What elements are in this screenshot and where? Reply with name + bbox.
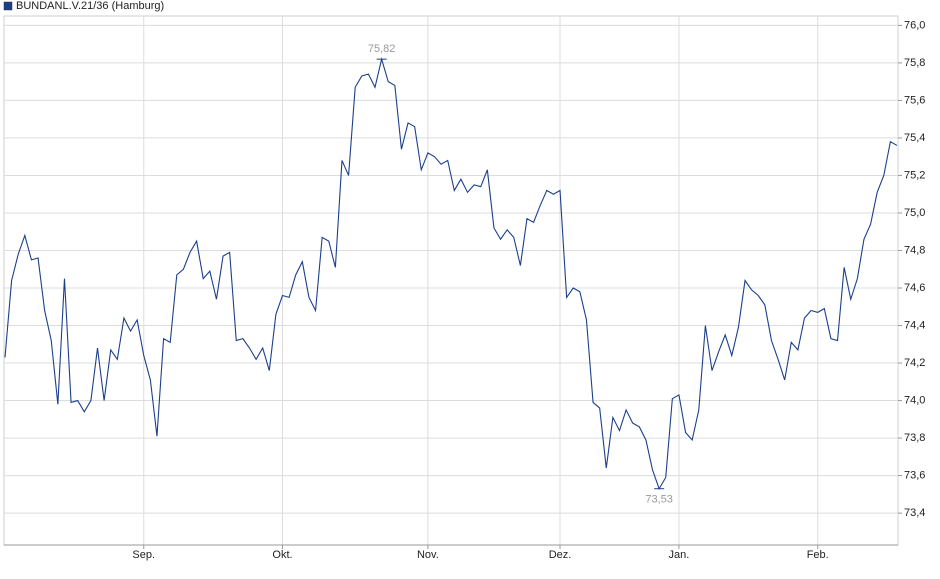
y-tick-label: 73,4 <box>904 507 925 519</box>
x-tick-label: Jan. <box>669 549 690 561</box>
y-tick-label: 75,0 <box>904 207 925 219</box>
y-tick-label: 73,8 <box>904 432 925 444</box>
plot-frame <box>3 15 899 546</box>
y-tick-label: 74,0 <box>904 394 925 406</box>
extreme-label: 73,53 <box>645 494 673 506</box>
y-tick-label: 74,2 <box>904 357 925 369</box>
x-tick-label: Dez. <box>549 549 572 561</box>
y-tick-label: 74,8 <box>904 244 925 256</box>
x-tick-label: Sep. <box>132 549 155 561</box>
price-line <box>4 56 898 491</box>
x-tick-label: Nov. <box>417 549 439 561</box>
y-tick-label: 75,4 <box>904 132 925 144</box>
y-tick-label: 74,6 <box>904 282 925 294</box>
y-tick-label: 73,6 <box>904 469 925 481</box>
y-tick-label: 74,4 <box>904 319 925 331</box>
x-tick-label: Feb. <box>807 549 829 561</box>
extreme-label: 75,82 <box>368 43 396 55</box>
y-tick-label: 75,6 <box>904 94 925 106</box>
x-tick-label: Okt. <box>272 549 292 561</box>
y-tick-label: 76,0 <box>904 19 925 31</box>
legend-label: BUNDANL.V.21/36 (Hamburg) <box>16 0 164 12</box>
y-tick-label: 75,2 <box>904 169 925 181</box>
y-tick-label: 75,8 <box>904 57 925 69</box>
legend-swatch <box>3 1 13 11</box>
